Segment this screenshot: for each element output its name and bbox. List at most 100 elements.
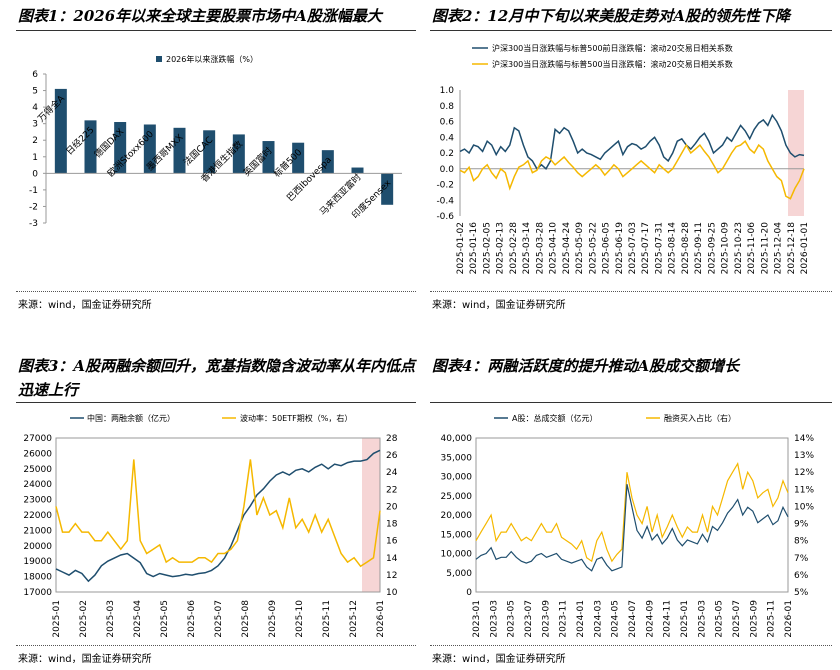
legend-label: 融资买入占比（右）	[664, 413, 736, 423]
y-right-tick-label: 5%	[794, 588, 809, 598]
x-tick-label: 2025-07-31	[654, 222, 664, 274]
y-left-tick-label: 30,000	[441, 473, 473, 483]
y-left-tick-label: 20000	[23, 542, 52, 552]
series-line-margin-balance	[55, 449, 381, 583]
y-left-tick-label: 21000	[23, 526, 52, 536]
chart2-source-rule	[430, 291, 832, 292]
x-tick-label: 2025-08-28	[681, 222, 691, 275]
legend-label: 沪深300当日涨跌幅与标普500前日涨跌幅：滚动20交易日相关系数	[492, 43, 733, 53]
chart2-title: 图表2：12月中下旬以来美股走势对A股的领先性下降	[432, 7, 790, 25]
y-left-tick-label: 23000	[23, 496, 52, 506]
x-tick-label: 2025-11	[767, 600, 777, 638]
chart2-source: 来源：wind，国金证券研究所	[432, 300, 566, 311]
y-right-tick-label: 11%	[794, 485, 814, 495]
y-tick-label: 0.0	[440, 165, 455, 175]
x-tick-label: 2023-01	[472, 600, 482, 638]
x-tick-label: 2025-09	[268, 600, 278, 638]
y-tick-label: 6	[32, 70, 38, 80]
y-right-tick-label: 14	[386, 554, 398, 564]
x-tick-label: 2025-06-05	[602, 222, 612, 274]
y-right-tick-label: 14%	[794, 434, 814, 444]
x-tick-label: 2023-09	[541, 600, 551, 638]
chart3-source: 来源：wind，国金证券研究所	[18, 654, 152, 665]
y-left-tick-label: 20,000	[441, 511, 473, 521]
x-tick-label: 2025-11-06	[747, 222, 757, 275]
y-left-tick-label: 24000	[23, 480, 52, 490]
x-tick-label: 2025-07-03	[628, 222, 638, 274]
y-left-tick-label: 19000	[23, 557, 52, 567]
x-tick-label: 2025-12	[349, 600, 359, 638]
x-tick-label: 2025-02	[79, 600, 89, 638]
x-tick-label: 2025-09-25	[707, 222, 717, 274]
x-tick-label: 2025-11	[322, 600, 332, 638]
bar	[262, 141, 275, 174]
y-left-tick-label: 10,000	[441, 550, 473, 560]
series-line-margin-ratio	[475, 462, 789, 563]
bar	[54, 88, 67, 174]
x-tick-label: 2025-10	[295, 600, 305, 638]
series-line-lagged	[459, 113, 805, 170]
x-tick-label: 2025-01	[680, 600, 690, 638]
x-tick-label: 2025-06	[187, 600, 197, 638]
x-tick-label: 2025-12-18	[787, 222, 797, 275]
y-left-tick-label: 27000	[23, 434, 52, 444]
x-tick-label: 2025-02-05	[482, 222, 492, 274]
bar	[232, 134, 245, 174]
y-tick-label: 1.0	[440, 86, 455, 96]
legend-swatch	[156, 56, 162, 62]
x-tick-label: 2025-09-11	[694, 222, 704, 274]
y-tick-label: 0	[32, 169, 38, 179]
x-tick-label: 2023-07	[524, 600, 534, 638]
x-tick-label: 2023-05	[507, 600, 517, 638]
series-line-turnover	[475, 484, 789, 572]
series-line-same-day	[459, 140, 805, 200]
y-right-tick-label: 16	[386, 537, 398, 547]
chart4-line: A股：总成交额（亿元） 融资买入占比（右） 0 5,000 10,000 15,000 20…	[441, 413, 815, 638]
x-tick-label: 2025-09	[749, 600, 759, 638]
y-right-tick-label: 7%	[794, 554, 809, 564]
x-tick-label: 2026-01	[376, 600, 386, 638]
bar	[351, 167, 364, 174]
y-right-tick-label: 10	[386, 588, 398, 598]
y-tick-label: 0.8	[440, 102, 455, 112]
legend-label: 中国：两融余额（亿元）	[87, 413, 175, 423]
y-left-tick-label: 15,000	[441, 530, 473, 540]
bar	[292, 142, 305, 174]
y-left-tick-label: 22000	[23, 511, 52, 521]
x-tick-label: 2025-10-09	[721, 222, 731, 275]
legend-label: 2026年以来涨跌幅（%）	[166, 54, 258, 64]
x-tick-label: 2025-03	[106, 600, 116, 638]
x-tick-label: 2023-11	[559, 600, 569, 638]
x-tick-label: 2025-01-16	[469, 222, 479, 275]
y-tick-label: 0.2	[440, 149, 454, 159]
y-right-tick-label: 8%	[794, 537, 809, 547]
chart2-line: 沪深300当日涨跌幅与标普500前日涨跌幅：滚动20交易日相关系数沪深300当日…	[436, 43, 810, 275]
x-tick-label: 2025-11-20	[760, 222, 770, 275]
chart1-source: 来源：wind，国金证券研究所	[18, 300, 152, 311]
series-line-volatility	[55, 459, 381, 568]
y-tick-label: -2	[29, 202, 38, 212]
bar	[114, 122, 127, 174]
x-tick-label: 2023-03	[489, 600, 499, 638]
y-right-tick-label: 22	[386, 485, 397, 495]
x-tick-label: 2025-05-22	[588, 222, 598, 274]
chart1-title: 图表1：2026年以来全球主要股票市场中A股涨幅最大	[18, 7, 382, 25]
chart2-title-rule	[430, 30, 832, 31]
y-right-tick-label: 12	[386, 571, 397, 581]
x-tick-label: 2025-01	[52, 600, 62, 638]
y-right-tick-label: 26	[386, 451, 398, 461]
y-left-tick-label: 5,000	[446, 569, 472, 579]
x-tick-label: 2025-05	[160, 600, 170, 638]
bar	[173, 127, 186, 174]
chart4-source-rule	[430, 645, 832, 646]
x-tick-label: 2026-01	[784, 600, 794, 638]
legend-label: 波动率：50ETF期权（%，右）	[240, 413, 352, 423]
y-right-tick-label: 18	[386, 520, 398, 530]
x-tick-label: 2026-01-01	[800, 222, 810, 274]
x-tick-label: 2024-07	[628, 600, 638, 638]
bar	[381, 173, 394, 205]
y-tick-label: -3	[29, 219, 38, 229]
bar	[203, 130, 216, 174]
y-left-tick-label: 25000	[23, 465, 52, 475]
x-tick-label: 2024-11	[663, 600, 673, 638]
